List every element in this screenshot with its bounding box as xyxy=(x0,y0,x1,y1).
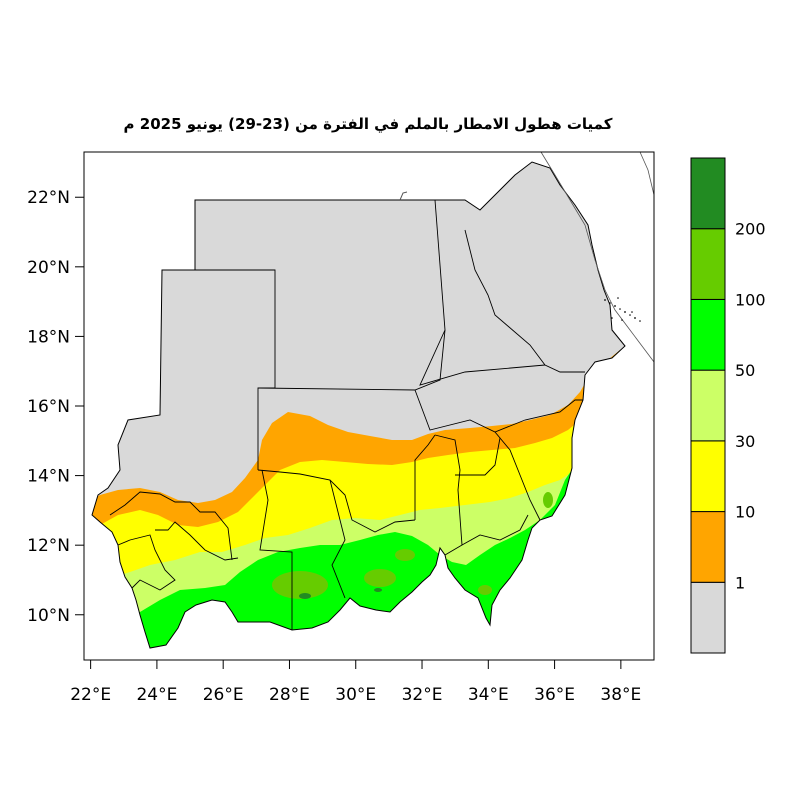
colorbar-box-1-10 xyxy=(690,511,726,583)
country-outline xyxy=(91,161,626,649)
colorbar-box->200 xyxy=(690,157,726,230)
red-sea-coastline xyxy=(540,151,655,363)
rain-zone-100-200 xyxy=(272,492,553,599)
coastal-islands xyxy=(604,297,641,322)
map-title: كميات هطول الامطار بالملم في الفترة من (… xyxy=(124,115,613,133)
state-boundaries xyxy=(109,199,585,630)
colorbar-label: 1 xyxy=(735,573,745,592)
colorbar-box-10-30 xyxy=(690,440,726,513)
x-tick-label: 24°E xyxy=(136,685,177,705)
x-tick-label: 28°E xyxy=(269,685,310,705)
colorbar-box-0-1 xyxy=(690,581,726,654)
y-tick-label: 22°N xyxy=(27,188,70,208)
map-panel: 22°E 24°E 26°E 28°E 30°E 32°E 34°E 36°E 38°E 10°… xyxy=(27,151,655,705)
rain-zone-above-200 xyxy=(299,588,382,599)
northern-border-tick xyxy=(399,191,408,201)
y-tick-label: 14°N xyxy=(27,467,70,487)
colorbar-label: 50 xyxy=(735,361,755,380)
eastern-border-line xyxy=(639,151,655,196)
x-tick-label: 32°E xyxy=(402,685,443,705)
x-tick-label: 26°E xyxy=(203,685,244,705)
y-tick-label: 12°N xyxy=(27,536,70,556)
y-tick-label: 10°N xyxy=(27,606,70,626)
colorbar-box-50-100 xyxy=(690,298,726,371)
colorbar-label: 100 xyxy=(735,290,766,309)
y-tick-label: 20°N xyxy=(27,258,70,278)
x-tick-label: 38°E xyxy=(600,685,641,705)
colorbar-box-30-50 xyxy=(690,369,726,442)
colorbar: 1 10 30 50 100 200 xyxy=(690,157,766,654)
x-tick-label: 36°E xyxy=(534,685,575,705)
colorbar-label: 30 xyxy=(735,432,755,451)
y-tick-label: 18°N xyxy=(27,327,70,347)
x-tick-label: 34°E xyxy=(468,685,509,705)
x-axis-ticks: 22°E 24°E 26°E 28°E 30°E 32°E 34°E 36°E 38°E xyxy=(70,660,641,705)
y-tick-label: 16°N xyxy=(27,397,70,417)
colorbar-label: 10 xyxy=(735,503,755,522)
y-axis-ticks: 10°N 12°N 14°N 16°N 18°N 20°N 22°N xyxy=(27,188,84,626)
x-tick-label: 30°E xyxy=(335,685,376,705)
colorbar-box-100-200 xyxy=(690,228,726,300)
colorbar-label: 200 xyxy=(735,220,766,239)
x-tick-label: 22°E xyxy=(70,685,111,705)
